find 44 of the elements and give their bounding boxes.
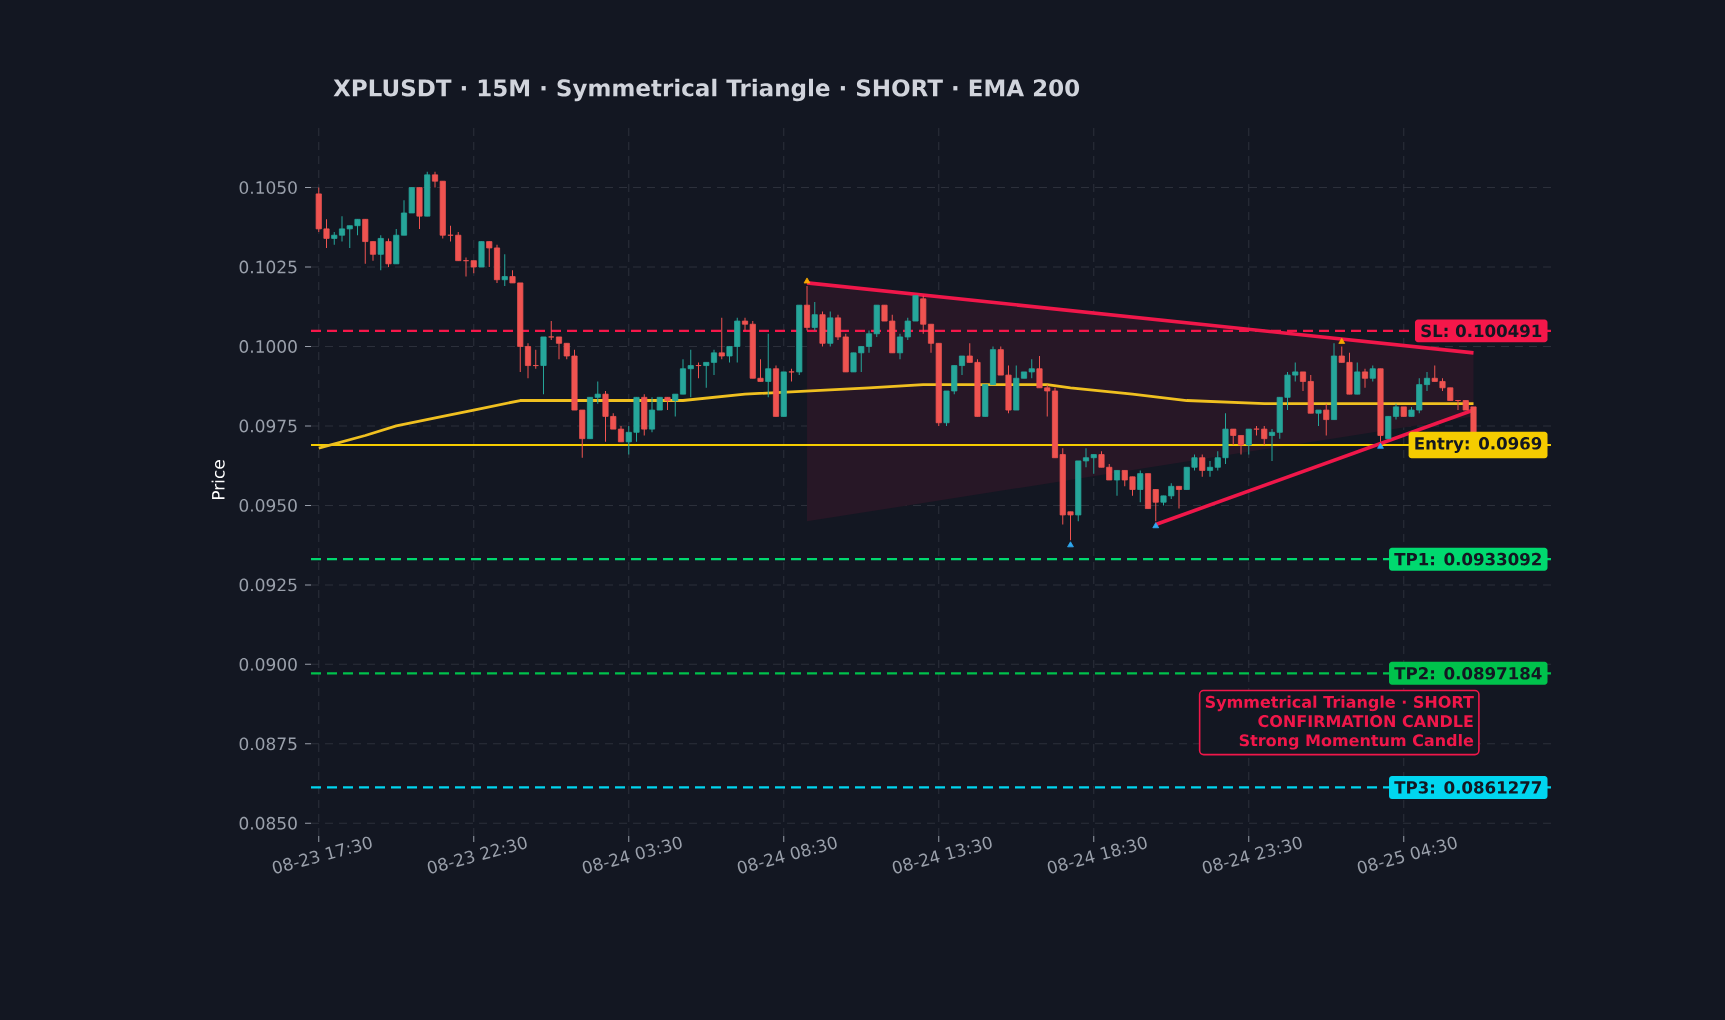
candlestick xyxy=(377,234,384,271)
candlestick xyxy=(765,333,772,398)
candlestick xyxy=(501,253,508,287)
x-tick-label: 08-24 08:30 xyxy=(737,836,837,874)
annotation: Strong Momentum Candle xyxy=(1239,733,1474,750)
y-tick-label: 0.0875 xyxy=(239,737,297,751)
ref-line-label: SL: 0.100491 xyxy=(1421,324,1542,338)
candlestick xyxy=(385,237,392,268)
y-tick-label: 0.1025 xyxy=(239,260,297,274)
candlestick xyxy=(1113,469,1121,497)
x-tick-label: 08-24 18:30 xyxy=(1047,836,1147,874)
y-tick-label: 0.0850 xyxy=(239,816,297,830)
y-tick-label: 0.1050 xyxy=(239,181,297,194)
y-axis-title: Price xyxy=(211,460,225,500)
candlestick xyxy=(1261,425,1268,446)
annotation: Symmetrical Triangle · SHORT xyxy=(1205,695,1474,712)
candlestick xyxy=(1199,454,1206,478)
x-tick-label: 08-25 04:30 xyxy=(1357,836,1457,874)
ref-line-label: Entry: 0.0969 xyxy=(1415,437,1542,453)
candlestick xyxy=(811,301,818,332)
y-tick-label: 0.1000 xyxy=(239,340,297,353)
annotation: CONFIRMATION CANDLE xyxy=(1258,715,1473,728)
y-tick-label: 0.0950 xyxy=(239,498,297,512)
ref-line-label: TP2: 0.0897184 xyxy=(1394,667,1542,680)
candlestick xyxy=(1323,403,1330,436)
candlestick xyxy=(1354,361,1361,395)
x-tick-label: 08-23 17:30 xyxy=(272,836,372,874)
x-tick-label: 08-24 23:30 xyxy=(1202,836,1302,874)
ref-line-label: TP3: 0.0861277 xyxy=(1394,781,1541,794)
x-tick-label: 08-23 22:30 xyxy=(427,836,527,874)
candlestick xyxy=(1245,428,1252,456)
candlestick xyxy=(1175,485,1183,510)
x-tick-label: 08-24 13:30 xyxy=(892,836,992,874)
ref-line-label: TP1: 0.0933092 xyxy=(1394,552,1541,566)
y-tick-label: 0.0975 xyxy=(239,419,297,433)
candlestick xyxy=(548,320,555,341)
candlestick xyxy=(718,317,725,360)
candlestick xyxy=(803,285,811,332)
y-tick-label: 0.0900 xyxy=(239,657,297,671)
chart-title: XPLUSDT · 15M · Symmetrical Triangle · SHORT · EMA 200 xyxy=(333,78,1080,102)
candlestick xyxy=(1137,469,1144,503)
x-tick-label: 08-24 03:30 xyxy=(582,836,682,874)
candlestick xyxy=(1361,368,1369,389)
y-tick-label: 0.0925 xyxy=(239,578,297,592)
